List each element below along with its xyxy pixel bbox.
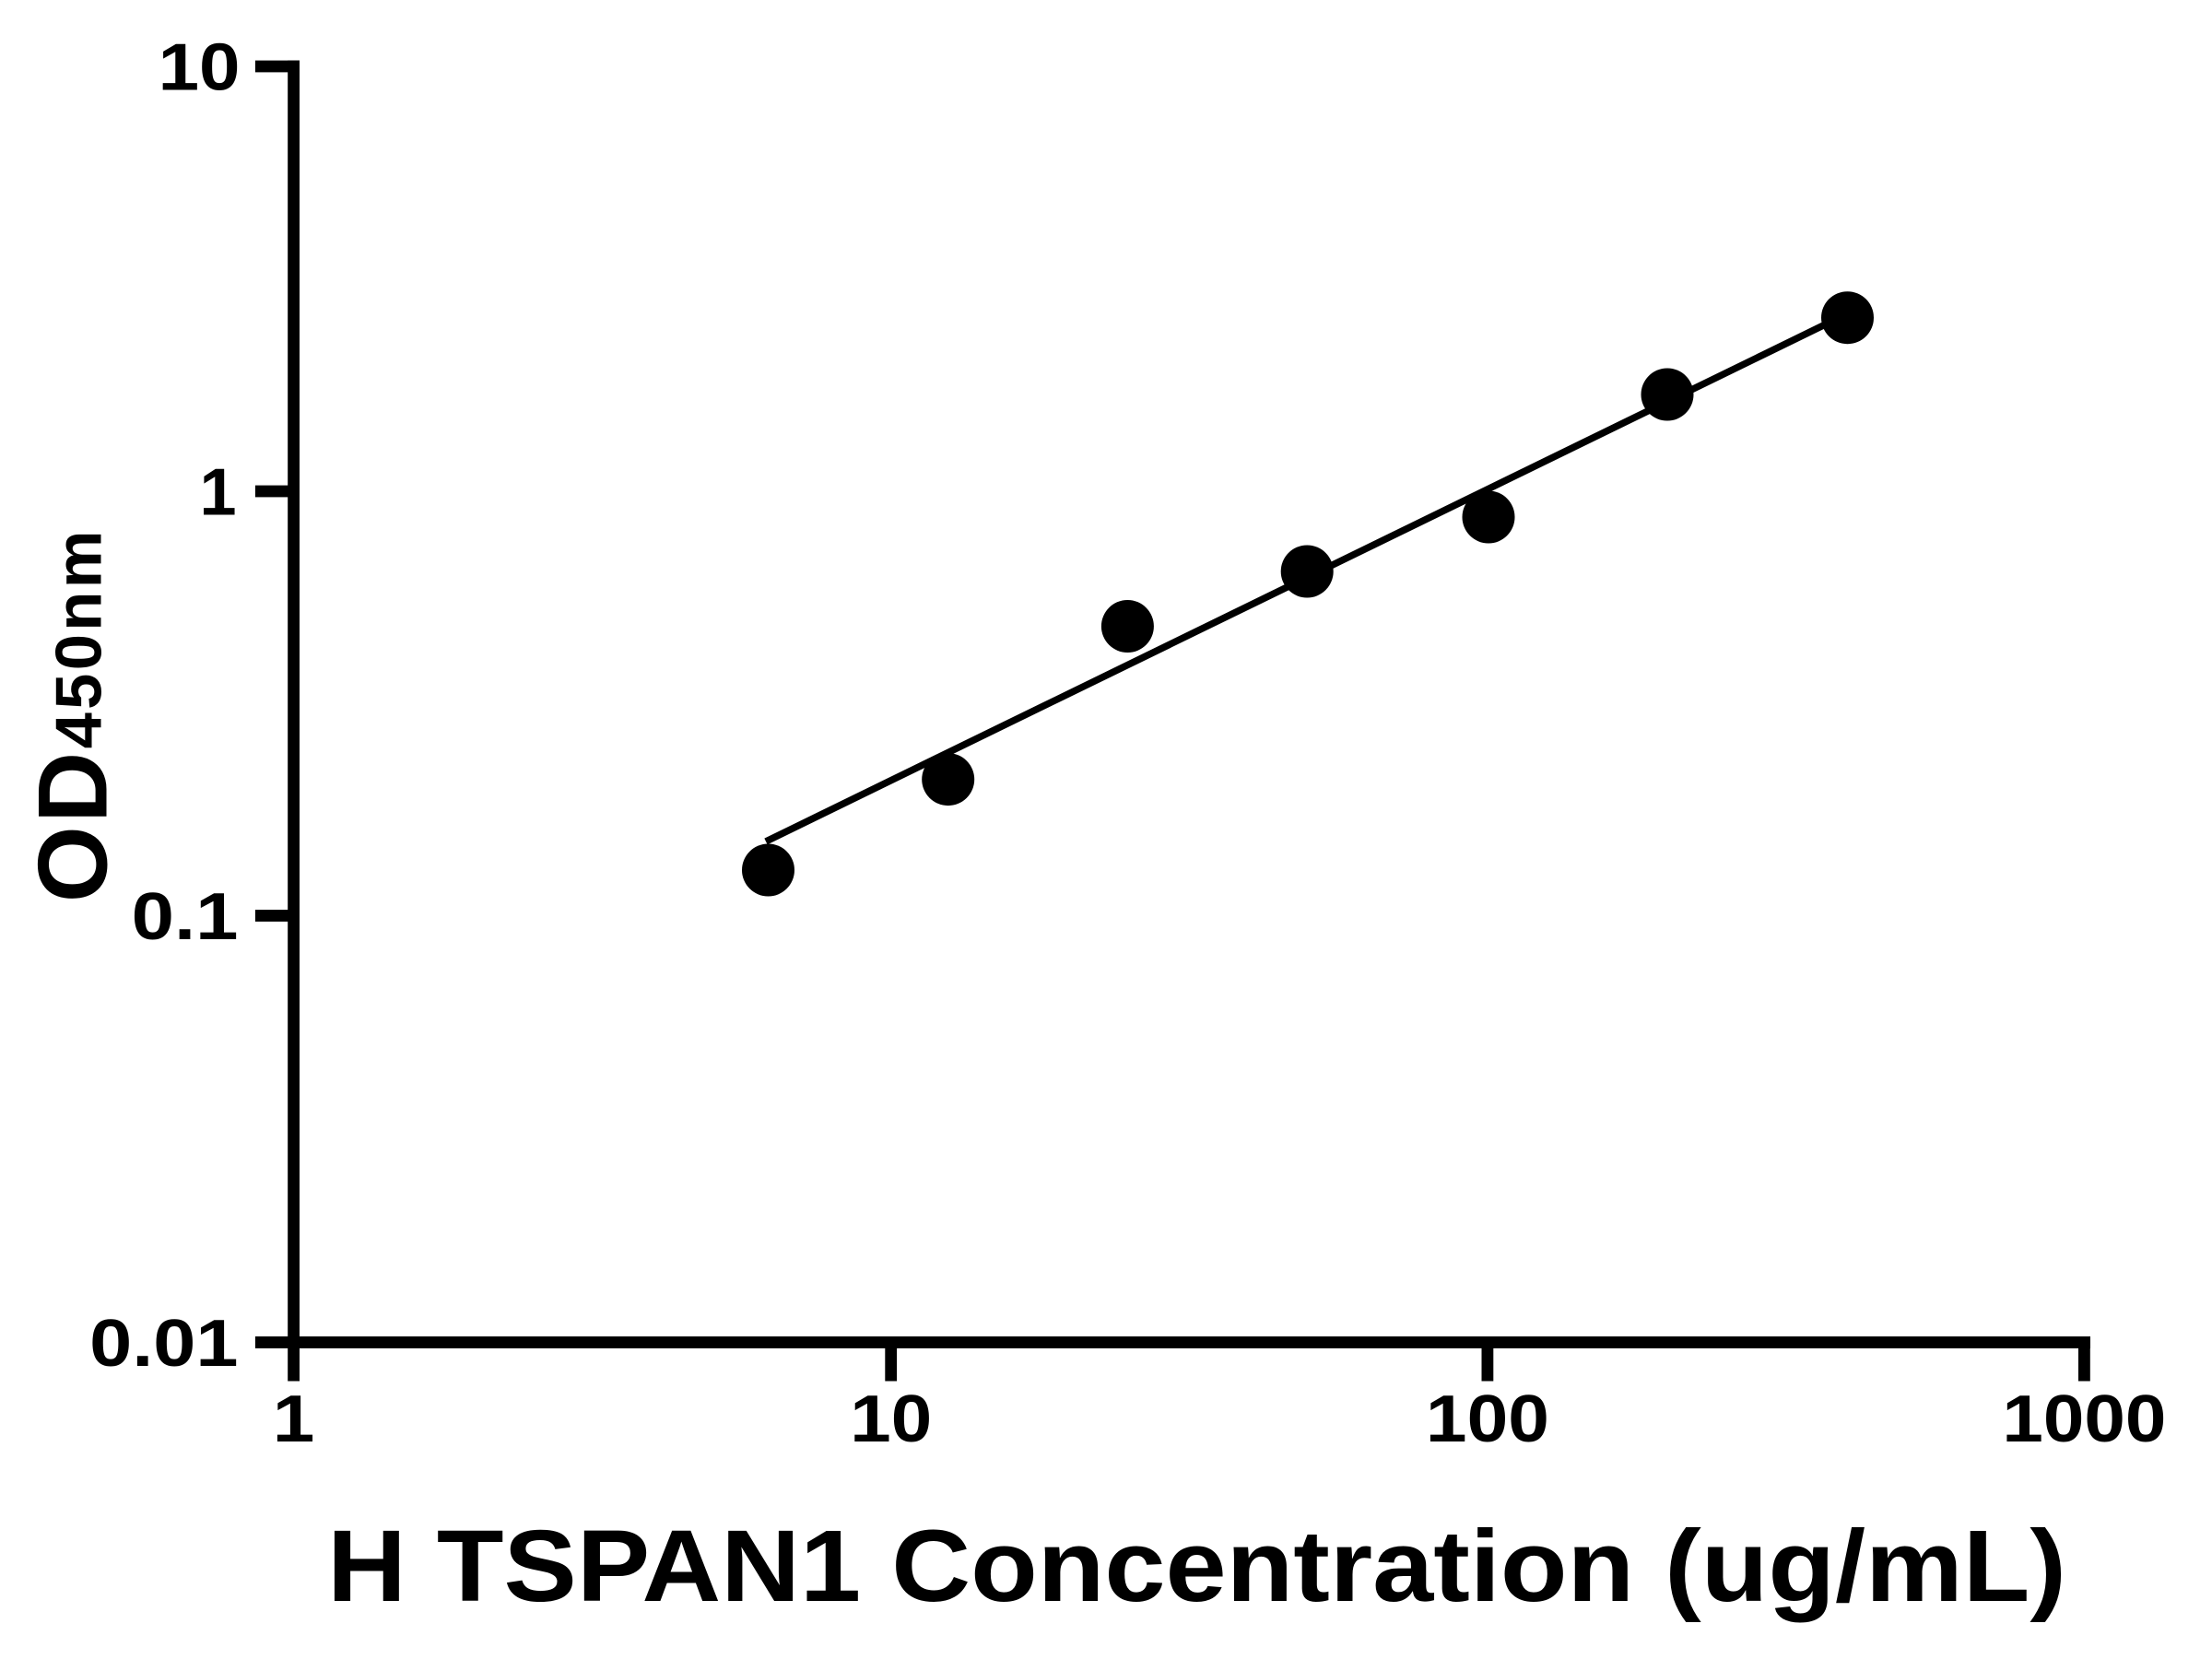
svg-text:100: 100	[1426, 1382, 1549, 1456]
svg-text:0.1: 0.1	[132, 880, 239, 954]
svg-text:10: 10	[159, 31, 241, 105]
svg-text:0.01: 0.01	[89, 1307, 238, 1381]
svg-text:10: 10	[850, 1382, 932, 1456]
svg-text:1: 1	[273, 1382, 315, 1456]
svg-text:1000: 1000	[2002, 1382, 2166, 1456]
svg-text:H TSPAN1 Concentration (ug/mL): H TSPAN1 Concentration (ug/mL)	[327, 1510, 2066, 1623]
svg-text:1: 1	[199, 456, 236, 530]
